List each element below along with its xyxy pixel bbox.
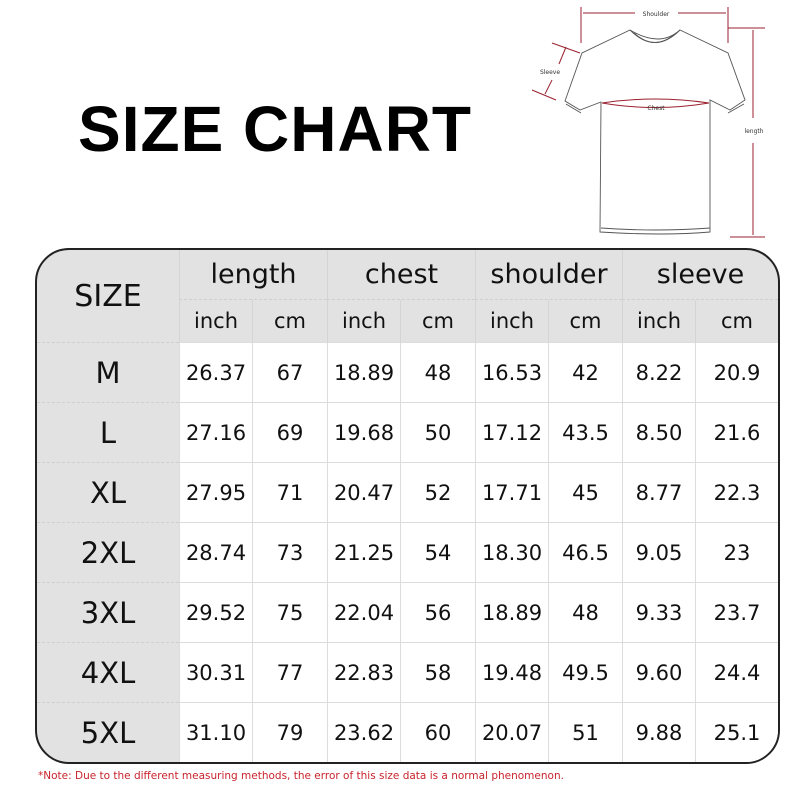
table-cell: 73 — [252, 522, 327, 582]
table-cell: 22.83 — [327, 642, 400, 702]
table-cell: 48 — [400, 342, 475, 402]
table-cell: 30.31 — [179, 642, 252, 702]
table-cell: 54 — [400, 522, 475, 582]
column-group-shoulder: shoulder — [475, 250, 622, 300]
unit-header: cm — [548, 300, 622, 342]
unit-header: inch — [622, 300, 695, 342]
size-label: M — [37, 342, 179, 402]
table-cell: 19.48 — [475, 642, 548, 702]
table-cell: 42 — [548, 342, 622, 402]
unit-header: cm — [400, 300, 475, 342]
chest-label: Chest — [647, 105, 665, 112]
table-cell: 51 — [548, 702, 622, 762]
table-cell: 60 — [400, 702, 475, 762]
table-cell: 26.37 — [179, 342, 252, 402]
table-cell: 27.16 — [179, 402, 252, 462]
size-label: 3XL — [37, 582, 179, 642]
table-cell: 22.04 — [327, 582, 400, 642]
table-cell: 8.22 — [622, 342, 695, 402]
table-cell: 18.30 — [475, 522, 548, 582]
table-cell: 8.50 — [622, 402, 695, 462]
table-cell: 46.5 — [548, 522, 622, 582]
table-cell: 9.05 — [622, 522, 695, 582]
table-cell: 75 — [252, 582, 327, 642]
table-cell: 29.52 — [179, 582, 252, 642]
table-cell: 58 — [400, 642, 475, 702]
unit-header: inch — [475, 300, 548, 342]
page-title: SIZE CHART — [78, 93, 472, 165]
table-cell: 25.1 — [695, 702, 778, 762]
table-cell: 49.5 — [548, 642, 622, 702]
table-cell: 18.89 — [327, 342, 400, 402]
table-cell: 23 — [695, 522, 778, 582]
table-cell: 16.53 — [475, 342, 548, 402]
unit-header: inch — [179, 300, 252, 342]
table-cell: 56 — [400, 582, 475, 642]
table-cell: 71 — [252, 462, 327, 522]
table-cell: 23.7 — [695, 582, 778, 642]
tshirt-measurement-diagram: Shoulder Sleeve Chest length — [531, 7, 765, 238]
table-cell: 9.33 — [622, 582, 695, 642]
table-cell: 43.5 — [548, 402, 622, 462]
unit-header: cm — [695, 300, 778, 342]
table-cell: 20.47 — [327, 462, 400, 522]
table-cell: 17.12 — [475, 402, 548, 462]
table-cell: 20.9 — [695, 342, 778, 402]
table-cell: 9.60 — [622, 642, 695, 702]
table-cell: 79 — [252, 702, 327, 762]
unit-header: cm — [252, 300, 327, 342]
table-cell: 52 — [400, 462, 475, 522]
size-header: SIZE — [74, 278, 142, 314]
unit-header: inch — [327, 300, 400, 342]
sleeve-label: Sleeve — [540, 69, 560, 76]
table-cell: 28.74 — [179, 522, 252, 582]
table-cell: 77 — [252, 642, 327, 702]
size-label: L — [37, 402, 179, 462]
table-cell: 69 — [252, 402, 327, 462]
shoulder-label: Shoulder — [643, 11, 670, 18]
size-label: 4XL — [37, 642, 179, 702]
table-cell: 18.89 — [475, 582, 548, 642]
size-label: 2XL — [37, 522, 179, 582]
measurement-note: *Note: Due to the different measuring me… — [38, 770, 564, 782]
table-cell: 31.10 — [179, 702, 252, 762]
table-cell: 23.62 — [327, 702, 400, 762]
table-cell: 27.95 — [179, 462, 252, 522]
table-cell: 21.6 — [695, 402, 778, 462]
table-cell: 20.07 — [475, 702, 548, 762]
column-group-sleeve: sleeve — [622, 250, 778, 300]
table-cell: 48 — [548, 582, 622, 642]
table-cell: 8.77 — [622, 462, 695, 522]
table-cell: 24.4 — [695, 642, 778, 702]
table-cell: 67 — [252, 342, 327, 402]
table-cell: 21.25 — [327, 522, 400, 582]
table-cell: 9.88 — [622, 702, 695, 762]
size-label: XL — [37, 462, 179, 522]
table-cell: 19.68 — [327, 402, 400, 462]
table-cell: 45 — [548, 462, 622, 522]
size-label: 5XL — [37, 702, 179, 762]
size-table: SIZE length chest shoulder sleeve inch cm inch c… — [35, 248, 780, 764]
column-group-chest: chest — [327, 250, 475, 300]
table-cell: 22.3 — [695, 462, 778, 522]
length-label: length — [744, 128, 763, 135]
table-cell: 50 — [400, 402, 475, 462]
column-group-length: length — [179, 250, 327, 300]
table-cell: 17.71 — [475, 462, 548, 522]
